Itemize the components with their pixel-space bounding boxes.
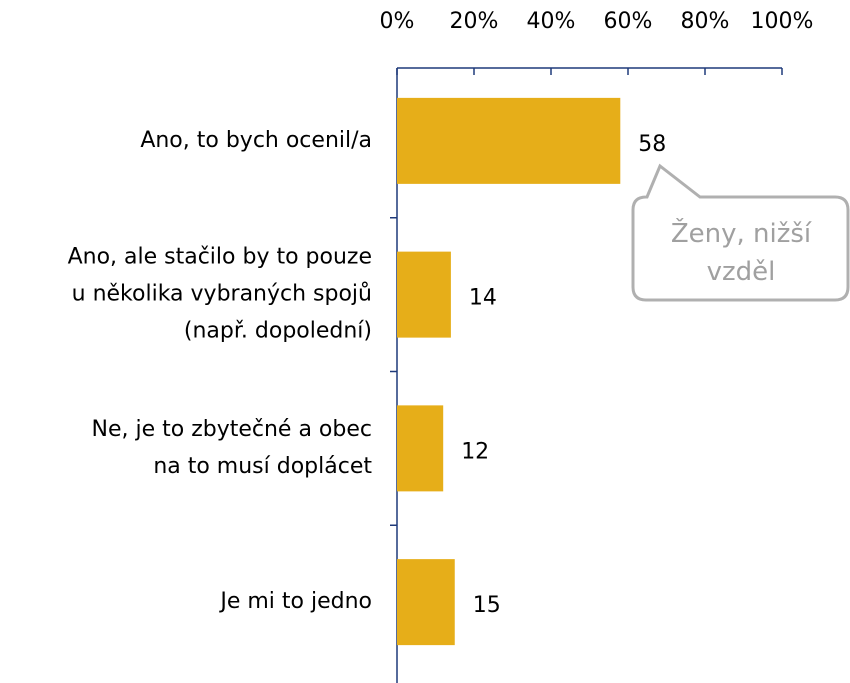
bar bbox=[397, 251, 451, 338]
category-label: Je mi to jedno bbox=[218, 589, 372, 614]
x-tick-label: 100% bbox=[751, 9, 814, 34]
category-label: Ano, ale stačilo by to pouze u několika v… bbox=[68, 245, 372, 344]
category-label: Ne, je to zbytečné a obec na to musí dopl… bbox=[92, 417, 373, 479]
category-label: Ano, to bych ocenil/a bbox=[140, 128, 372, 153]
x-tick-label: 40% bbox=[527, 9, 576, 34]
bar bbox=[397, 405, 444, 492]
callout bbox=[631, 163, 850, 302]
x-tick-label: 0% bbox=[380, 9, 415, 34]
annotation: Ženy, nižší vzděl bbox=[671, 217, 812, 287]
bar bbox=[397, 97, 621, 184]
x-tick-label: 80% bbox=[681, 9, 730, 34]
data-label: 58 bbox=[638, 132, 666, 157]
data-label: 15 bbox=[473, 593, 501, 618]
data-label: 14 bbox=[469, 286, 497, 311]
x-tick-label: 60% bbox=[604, 9, 653, 34]
data-label: 12 bbox=[461, 439, 489, 464]
bar bbox=[397, 559, 455, 646]
x-tick-label: 20% bbox=[450, 9, 499, 34]
